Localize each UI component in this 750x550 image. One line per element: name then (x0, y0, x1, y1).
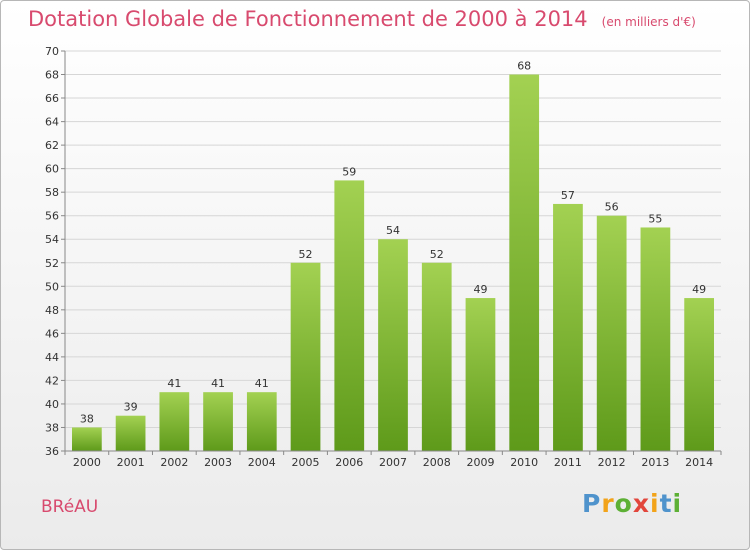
y-tick-label: 52 (45, 257, 59, 270)
data-label: 39 (124, 401, 138, 414)
x-tick-label: 2007 (379, 456, 407, 469)
y-tick-label: 48 (45, 304, 59, 317)
y-tick-label: 54 (45, 233, 59, 246)
bars: 38 39 41 41 41 52 59 54 52 49 68 57 56 55 49 (71, 60, 715, 452)
bar (684, 298, 715, 451)
x-tick-label: 2003 (204, 456, 232, 469)
proxiti-logo[interactable]: Proxiti (582, 489, 683, 518)
bar (246, 392, 277, 451)
x-tick-label: 2011 (554, 456, 582, 469)
x-tick-label: 2008 (423, 456, 451, 469)
x-tick-label: 2004 (248, 456, 276, 469)
x-tick-label: 2012 (598, 456, 626, 469)
bar (509, 74, 540, 451)
x-tick-label: 2005 (292, 456, 320, 469)
data-label: 52 (299, 248, 313, 261)
bar (640, 227, 671, 451)
bar (421, 262, 452, 451)
y-tick-label: 42 (45, 374, 59, 387)
bar (553, 203, 583, 451)
data-label: 41 (255, 377, 269, 390)
bar (71, 427, 102, 451)
y-tick-label: 50 (45, 280, 59, 293)
bar (465, 298, 496, 451)
x-tick-label: 2001 (117, 456, 145, 469)
bar (334, 180, 365, 452)
y-tick-label: 64 (45, 116, 59, 129)
data-label: 59 (342, 165, 356, 178)
x-tick-label: 2009 (466, 456, 494, 469)
data-label: 41 (211, 377, 225, 390)
y-tick-label: 60 (45, 163, 59, 176)
commune-name: BRéAU (41, 497, 99, 517)
data-label: 49 (473, 283, 487, 296)
y-tick-label: 70 (45, 45, 59, 58)
y-axis: 36 38 40 42 44 46 48 50 52 54 56 58 60 62 64 66 68 70 (45, 45, 66, 458)
y-tick-label: 68 (45, 69, 59, 82)
data-label: 41 (167, 377, 181, 390)
x-tick-label: 2000 (73, 456, 101, 469)
bar (378, 239, 408, 451)
x-tick-label: 2006 (335, 456, 363, 469)
data-label: 52 (430, 248, 444, 261)
y-tick-label: 66 (45, 92, 59, 105)
unit-label: (en milliers d'€) (601, 15, 696, 29)
data-label: 57 (561, 189, 575, 202)
bar (115, 415, 146, 451)
y-tick-label: 38 (45, 421, 59, 434)
y-tick-label: 56 (45, 210, 59, 223)
y-tick-label: 40 (45, 398, 59, 411)
y-tick-label: 36 (45, 445, 59, 458)
bar (290, 262, 321, 451)
y-tick-label: 62 (45, 139, 59, 152)
x-tick-label: 2013 (641, 456, 669, 469)
data-label: 56 (605, 201, 619, 214)
bar (203, 392, 233, 451)
x-axis: 2000 2001 2002 2003 2004 2005 2006 2007 2008 2009… (64, 450, 722, 469)
bar (159, 392, 190, 451)
chart-title: Dotation Globale de Fonctionnement de 20… (28, 7, 696, 31)
data-label: 38 (80, 412, 94, 425)
bar (596, 215, 627, 451)
y-tick-label: 58 (45, 186, 59, 199)
data-label: 55 (648, 212, 662, 225)
title-text: Dotation Globale de Fonctionnement de 20… (28, 7, 588, 31)
data-label: 49 (692, 283, 706, 296)
x-tick-label: 2010 (510, 456, 538, 469)
y-tick-label: 46 (45, 327, 59, 340)
x-tick-label: 2002 (160, 456, 188, 469)
data-label: 54 (386, 224, 400, 237)
data-label: 68 (517, 60, 531, 73)
y-tick-label: 44 (45, 351, 59, 364)
x-tick-label: 2014 (685, 456, 713, 469)
